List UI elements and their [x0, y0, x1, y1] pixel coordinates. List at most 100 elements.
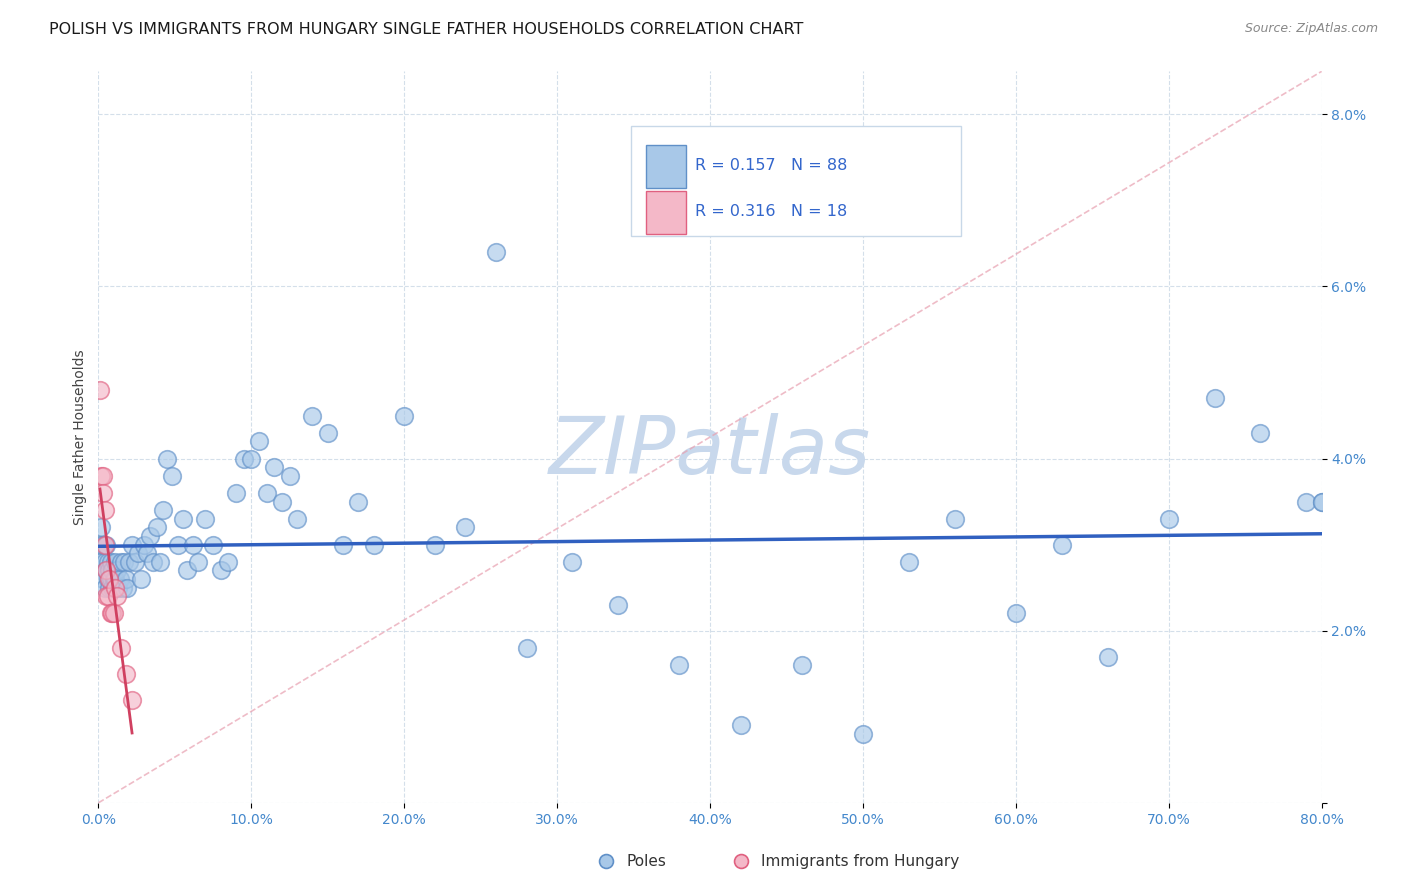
Point	[1050, 538, 1073, 552]
Point	[103, 581, 125, 595]
Point	[167, 538, 190, 552]
Point	[285, 512, 308, 526]
Point	[129, 572, 152, 586]
Point	[100, 607, 122, 621]
Text: R = 0.316   N = 18: R = 0.316 N = 18	[696, 204, 848, 219]
Point	[90, 555, 112, 569]
Point	[730, 718, 752, 732]
Point	[105, 564, 128, 578]
Point	[117, 581, 139, 595]
Point	[121, 538, 143, 552]
Point	[121, 692, 143, 706]
Text: POLISH VS IMMIGRANTS FROM HUNGARY SINGLE FATHER HOUSEHOLDS CORRELATION CHART: POLISH VS IMMIGRANTS FROM HUNGARY SINGLE…	[49, 22, 804, 37]
Point	[90, 468, 112, 483]
Point	[607, 598, 630, 612]
Point	[149, 555, 172, 569]
Point	[256, 486, 278, 500]
Point	[93, 538, 115, 552]
Point	[101, 607, 124, 621]
Point	[97, 589, 120, 603]
Point	[91, 486, 114, 500]
Point	[94, 564, 117, 578]
Point	[1097, 649, 1119, 664]
Point	[90, 520, 112, 534]
Point	[97, 555, 120, 569]
Point	[94, 538, 117, 552]
Point	[1295, 494, 1317, 508]
Point	[247, 434, 270, 449]
Point	[104, 581, 127, 595]
Point	[152, 503, 174, 517]
Point	[232, 451, 254, 466]
Point	[561, 555, 583, 569]
Point	[217, 555, 239, 569]
Point	[139, 529, 162, 543]
Point	[91, 538, 114, 552]
Text: Poles: Poles	[627, 854, 666, 869]
Point	[1310, 494, 1333, 508]
Point	[897, 555, 920, 569]
Point	[94, 589, 117, 603]
Point	[225, 486, 247, 500]
Text: Source: ZipAtlas.com: Source: ZipAtlas.com	[1244, 22, 1378, 36]
Y-axis label: Single Father Households: Single Father Households	[73, 350, 87, 524]
Point	[98, 564, 121, 578]
Point	[423, 538, 446, 552]
Point	[1249, 425, 1271, 440]
Point	[110, 640, 132, 655]
Text: Immigrants from Hungary: Immigrants from Hungary	[762, 854, 960, 869]
Point	[347, 494, 370, 508]
Text: R = 0.157   N = 88: R = 0.157 N = 88	[696, 158, 848, 173]
Point	[176, 564, 198, 578]
Point	[101, 564, 124, 578]
Point	[111, 581, 134, 595]
Point	[136, 546, 159, 560]
Point	[104, 555, 127, 569]
Point	[93, 503, 115, 517]
Point	[94, 564, 117, 578]
Point	[91, 468, 114, 483]
FancyBboxPatch shape	[647, 145, 686, 188]
Point	[110, 555, 132, 569]
Point	[107, 581, 129, 595]
Point	[392, 409, 416, 423]
Point	[115, 572, 138, 586]
Point	[93, 555, 115, 569]
Point	[263, 460, 285, 475]
Point	[209, 564, 232, 578]
Point	[240, 451, 263, 466]
Point	[172, 512, 194, 526]
Point	[1157, 512, 1180, 526]
Point	[278, 468, 301, 483]
Point	[101, 581, 124, 595]
Point	[194, 512, 217, 526]
Point	[156, 451, 179, 466]
Point	[104, 572, 127, 586]
Point	[852, 727, 875, 741]
Point	[316, 425, 339, 440]
Point	[108, 572, 131, 586]
Text: ZIPatlas: ZIPatlas	[548, 413, 872, 491]
Point	[93, 581, 115, 595]
Point	[112, 555, 135, 569]
Point	[202, 538, 225, 552]
Point	[97, 572, 120, 586]
Point	[454, 520, 477, 534]
Point	[1204, 392, 1226, 406]
Point	[668, 658, 690, 673]
FancyBboxPatch shape	[647, 191, 686, 235]
Point	[332, 538, 354, 552]
Point	[943, 512, 966, 526]
Point	[100, 555, 122, 569]
Point	[363, 538, 385, 552]
Point	[142, 555, 165, 569]
Point	[89, 383, 111, 397]
Point	[160, 468, 183, 483]
Point	[100, 572, 122, 586]
Point	[98, 572, 121, 586]
Point	[124, 555, 146, 569]
Point	[103, 607, 125, 621]
FancyBboxPatch shape	[630, 126, 960, 235]
Point	[145, 520, 167, 534]
Point	[134, 538, 156, 552]
